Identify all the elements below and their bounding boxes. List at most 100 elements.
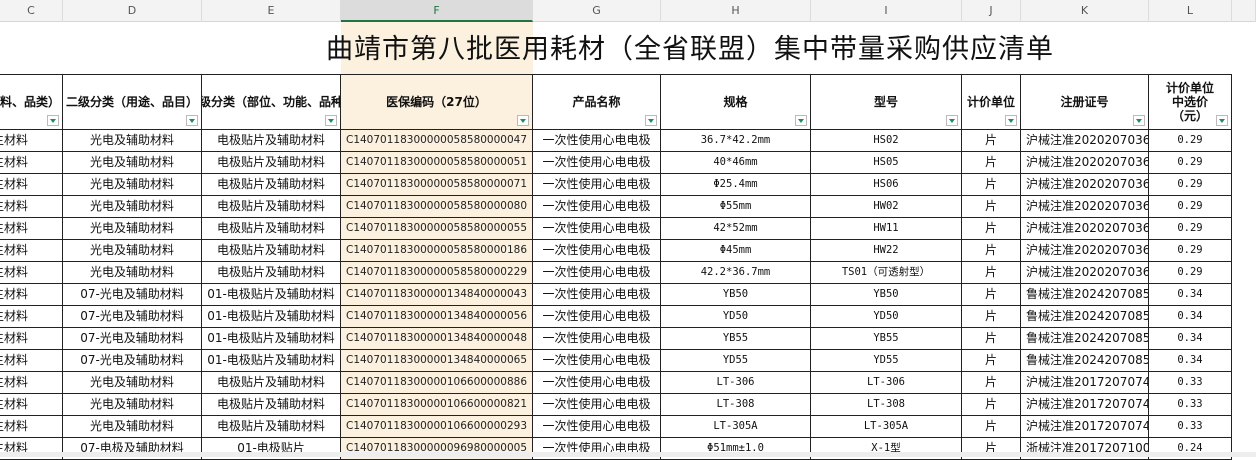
cell-product-name[interactable]: 一次性使用心电电极 xyxy=(533,306,661,328)
cell-registration-no[interactable]: 鲁械注准20242070856 xyxy=(1021,306,1149,328)
cell-sub-subcategory[interactable]: 电极贴片及辅助材料 xyxy=(202,218,341,240)
cell-unit[interactable]: 片 xyxy=(962,350,1021,372)
cell-spec[interactable]: YB55 xyxy=(661,328,811,350)
cell-registration-no[interactable]: 沪械注准20202070362 xyxy=(1021,240,1149,262)
cell-spec[interactable]: YD55 xyxy=(661,350,811,372)
cell-model[interactable]: HW22 xyxy=(811,240,962,262)
cell-unit[interactable]: 片 xyxy=(962,240,1021,262)
cell-spec[interactable]: Φ45mm xyxy=(661,240,811,262)
cell-price[interactable]: 0.29 xyxy=(1149,218,1232,240)
cell-category[interactable]: 生材料 xyxy=(0,240,63,262)
cell-insurance-code[interactable]: C14070118300000058580000047 xyxy=(341,130,533,152)
cell-product-name[interactable]: 一次性使用心电电极 xyxy=(533,196,661,218)
cell-insurance-code[interactable]: C14070118300000134840000048 xyxy=(341,328,533,350)
cell-registration-no[interactable]: 沪械注准20172070742 xyxy=(1021,372,1149,394)
cell-unit[interactable]: 片 xyxy=(962,218,1021,240)
cell-category[interactable]: 生材料 xyxy=(0,284,63,306)
cell-price[interactable]: 0.29 xyxy=(1149,196,1232,218)
cell-subcategory[interactable]: 光电及辅助材料 xyxy=(63,416,202,438)
filter-dropdown-icon[interactable] xyxy=(1133,115,1145,126)
cell-price[interactable]: 0.33 xyxy=(1149,394,1232,416)
cell-insurance-code[interactable]: C14070118300000134840000065 xyxy=(341,350,533,372)
cell-price[interactable]: 0.34 xyxy=(1149,284,1232,306)
cell-registration-no[interactable]: 沪械注准20172070742 xyxy=(1021,394,1149,416)
cell-model[interactable]: YD50 xyxy=(811,306,962,328)
cell-category[interactable]: 生材料 xyxy=(0,350,63,372)
cell-unit[interactable]: 片 xyxy=(962,262,1021,284)
column-header-d[interactable]: D xyxy=(63,0,202,22)
cell-registration-no[interactable]: 沪械注准20202070362 xyxy=(1021,174,1149,196)
cell-sub-subcategory[interactable]: 电极贴片及辅助材料 xyxy=(202,152,341,174)
cell-unit[interactable]: 片 xyxy=(962,152,1021,174)
cell-price[interactable]: 0.34 xyxy=(1149,328,1232,350)
cell-category[interactable]: 生材料 xyxy=(0,394,63,416)
cell-insurance-code[interactable]: C14070118300000134840000056 xyxy=(341,306,533,328)
cell-product-name[interactable]: 一次性使用心电电极 xyxy=(533,262,661,284)
cell-category[interactable]: 生材料 xyxy=(0,196,63,218)
cell-registration-no[interactable]: 沪械注准20172070742 xyxy=(1021,416,1149,438)
cell-insurance-code[interactable]: C14070118300000058580000055 xyxy=(341,218,533,240)
filter-dropdown-icon[interactable] xyxy=(325,115,337,126)
cell-spec[interactable]: LT-305A xyxy=(661,416,811,438)
cell-product-name[interactable]: 一次性使用心电电极 xyxy=(533,284,661,306)
cell-registration-no[interactable]: 沪械注准20202070362 xyxy=(1021,196,1149,218)
cell-spec[interactable]: Φ55mm xyxy=(661,196,811,218)
cell-product-name[interactable]: 一次性使用心电电极 xyxy=(533,218,661,240)
cell-spec[interactable]: LT-306 xyxy=(661,372,811,394)
column-header-e[interactable]: E xyxy=(202,0,341,22)
cell-model[interactable]: HS06 xyxy=(811,174,962,196)
cell-model[interactable]: LT-306 xyxy=(811,372,962,394)
column-header-k[interactable]: K xyxy=(1021,0,1149,22)
cell-insurance-code[interactable]: C14070118300000058580000080 xyxy=(341,196,533,218)
cell-unit[interactable]: 片 xyxy=(962,174,1021,196)
column-header-j[interactable]: J xyxy=(962,0,1021,22)
cell-model[interactable]: YB50 xyxy=(811,284,962,306)
cell-subcategory[interactable]: 光电及辅助材料 xyxy=(63,174,202,196)
cell-unit[interactable]: 片 xyxy=(962,306,1021,328)
column-header-i[interactable]: I xyxy=(811,0,962,22)
cell-insurance-code[interactable]: C14070118300000058580000071 xyxy=(341,174,533,196)
cell-spec[interactable]: YB50 xyxy=(661,284,811,306)
cell-model[interactable]: HW11 xyxy=(811,218,962,240)
cell-registration-no[interactable]: 沪械注准20202070362 xyxy=(1021,152,1149,174)
cell-category[interactable]: 生材料 xyxy=(0,130,63,152)
cell-sub-subcategory[interactable]: 电极贴片及辅助材料 xyxy=(202,196,341,218)
cell-subcategory[interactable]: 光电及辅助材料 xyxy=(63,152,202,174)
cell-subcategory[interactable]: 07-光电及辅助材料 xyxy=(63,306,202,328)
cell-insurance-code[interactable]: C14070118300000058580000186 xyxy=(341,240,533,262)
column-header-blank[interactable] xyxy=(1232,0,1256,22)
cell-sub-subcategory[interactable]: 电极贴片及辅助材料 xyxy=(202,372,341,394)
cell-insurance-code[interactable]: C14070118300000106600000821 xyxy=(341,394,533,416)
cell-insurance-code[interactable]: C14070118300000106600000293 xyxy=(341,416,533,438)
cell-spec[interactable]: 36.7*42.2mm xyxy=(661,130,811,152)
cell-category[interactable]: 生材料 xyxy=(0,152,63,174)
cell-product-name[interactable]: 一次性使用心电电极 xyxy=(533,372,661,394)
cell-category[interactable]: 生材料 xyxy=(0,416,63,438)
cell-unit[interactable]: 片 xyxy=(962,284,1021,306)
cell-sub-subcategory[interactable]: 01-电极贴片及辅助材料 xyxy=(202,306,341,328)
cell-spec[interactable]: Φ25.4mm xyxy=(661,174,811,196)
cell-category[interactable]: 生材料 xyxy=(0,174,63,196)
cell-unit[interactable]: 片 xyxy=(962,416,1021,438)
cell-subcategory[interactable]: 光电及辅助材料 xyxy=(63,262,202,284)
cell-subcategory[interactable]: 光电及辅助材料 xyxy=(63,372,202,394)
horizontal-scrollbar[interactable] xyxy=(0,452,1256,457)
cell-registration-no[interactable]: 鲁械注准20242070856 xyxy=(1021,350,1149,372)
cell-sub-subcategory[interactable]: 电极贴片及辅助材料 xyxy=(202,130,341,152)
cell-unit[interactable]: 片 xyxy=(962,196,1021,218)
cell-product-name[interactable]: 一次性使用心电电极 xyxy=(533,152,661,174)
cell-model[interactable]: YB55 xyxy=(811,328,962,350)
cell-price[interactable]: 0.29 xyxy=(1149,174,1232,196)
filter-dropdown-icon[interactable] xyxy=(645,115,657,126)
cell-spec[interactable]: YD50 xyxy=(661,306,811,328)
cell-price[interactable]: 0.34 xyxy=(1149,350,1232,372)
cell-insurance-code[interactable]: C14070118300000134840000043 xyxy=(341,284,533,306)
cell-unit[interactable]: 片 xyxy=(962,394,1021,416)
cell-product-name[interactable]: 一次性使用心电电极 xyxy=(533,240,661,262)
cell-spec[interactable]: 42.2*36.7mm xyxy=(661,262,811,284)
cell-price[interactable]: 0.34 xyxy=(1149,306,1232,328)
cell-price[interactable]: 0.29 xyxy=(1149,262,1232,284)
cell-model[interactable]: HS05 xyxy=(811,152,962,174)
filter-dropdown-icon[interactable] xyxy=(186,115,198,126)
cell-spec[interactable]: LT-308 xyxy=(661,394,811,416)
